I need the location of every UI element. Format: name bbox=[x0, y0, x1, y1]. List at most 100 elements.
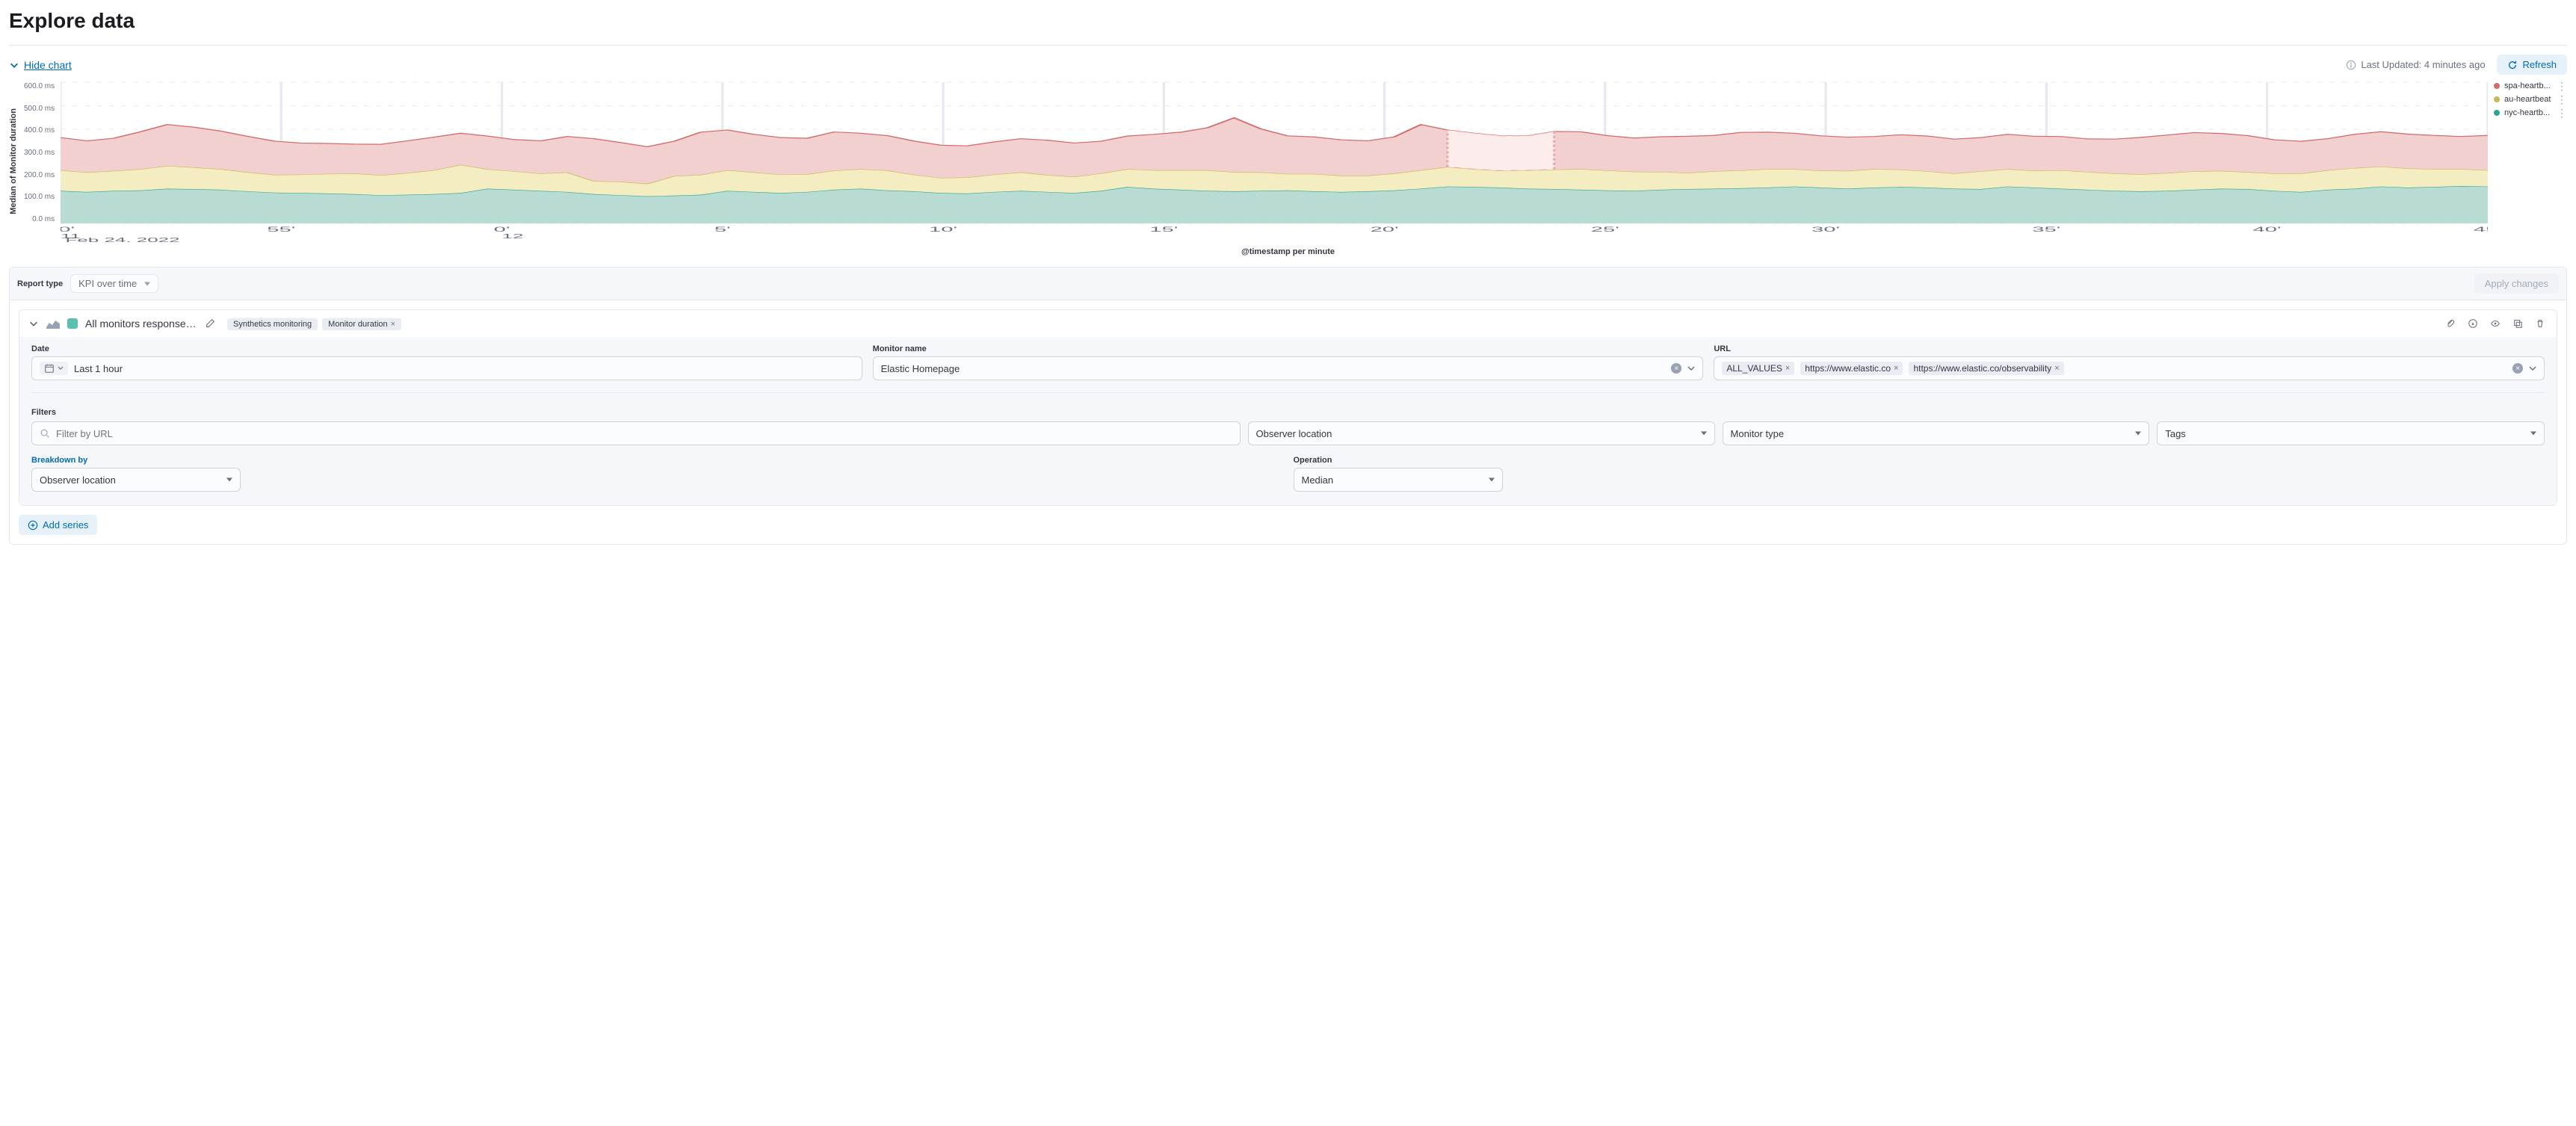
y-axis-label: Median of Monitor duration bbox=[9, 108, 18, 214]
page-title: Explore data bbox=[9, 9, 2567, 46]
breakdown-value: Observer location bbox=[40, 474, 116, 486]
url-tag[interactable]: https://www.elastic.co× bbox=[1800, 362, 1903, 375]
chip-label: Monitor duration bbox=[328, 320, 388, 329]
url-tag[interactable]: https://www.elastic.co/observability× bbox=[1909, 362, 2063, 375]
info-icon bbox=[2346, 60, 2356, 70]
legend-item[interactable]: spa-heartb... ⋮ bbox=[2494, 81, 2567, 91]
monitor-name-select[interactable]: Elastic Homepage × bbox=[873, 356, 1704, 380]
legend-label: spa-heartb... bbox=[2504, 81, 2552, 90]
area-chart-icon bbox=[46, 318, 60, 329]
url-label: URL bbox=[1714, 344, 2545, 353]
svg-text:Feb 24, 2022: Feb 24, 2022 bbox=[66, 237, 180, 242]
operation-label: Operation bbox=[1294, 456, 2545, 465]
date-label: Date bbox=[31, 344, 862, 353]
url-tag[interactable]: ALL_VALUES× bbox=[1722, 362, 1794, 375]
y-axis-ticks: 600.0 ms500.0 ms400.0 ms300.0 ms200.0 ms… bbox=[24, 78, 55, 242]
add-series-button[interactable]: Add series bbox=[19, 515, 97, 535]
svg-text:20': 20' bbox=[1371, 226, 1399, 233]
legend-dot-icon bbox=[2494, 110, 2500, 116]
breakdown-label[interactable]: Breakdown by bbox=[31, 456, 1283, 465]
monitor-type-dropdown[interactable]: Monitor type bbox=[1723, 421, 2150, 445]
breakdown-select[interactable]: Observer location bbox=[31, 468, 241, 492]
url-tag-label: ALL_VALUES bbox=[1726, 363, 1782, 374]
filter-url-input[interactable] bbox=[31, 421, 1241, 445]
topbar: Hide chart Last Updated: 4 minutes ago R… bbox=[9, 46, 2567, 78]
monitor-type-value: Monitor type bbox=[1731, 428, 1785, 439]
legend-menu-icon[interactable]: ⋮ bbox=[2557, 81, 2567, 91]
legend-item[interactable]: nyc-heartb...⋮ bbox=[2494, 108, 2567, 118]
chevron-down-icon bbox=[58, 365, 64, 371]
svg-text:50': 50' bbox=[61, 226, 75, 233]
edit-icon[interactable] bbox=[205, 318, 215, 329]
plus-circle-icon bbox=[28, 520, 38, 530]
monitor-name-label: Monitor name bbox=[873, 344, 1704, 353]
close-icon[interactable]: × bbox=[2054, 364, 2059, 373]
svg-text:40': 40' bbox=[2253, 226, 2282, 233]
close-icon[interactable]: × bbox=[1785, 364, 1790, 373]
x-axis-label: @timestamp per minute bbox=[9, 247, 2567, 256]
trash-icon[interactable] bbox=[2533, 316, 2548, 331]
copy-icon[interactable] bbox=[2510, 316, 2525, 331]
close-icon[interactable]: × bbox=[391, 320, 395, 329]
tags-value: Tags bbox=[2165, 428, 2185, 439]
area-chart[interactable]: 50'55'0'5'10'15'20'25'30'35'40'45'1112Fe… bbox=[61, 78, 2488, 242]
add-series-label: Add series bbox=[43, 519, 88, 530]
series-color-swatch[interactable] bbox=[67, 318, 78, 329]
apply-changes-button: Apply changes bbox=[2474, 273, 2559, 294]
legend-menu-icon[interactable]: ⋮ bbox=[2557, 108, 2567, 118]
svg-text:15': 15' bbox=[1149, 226, 1178, 233]
config-header: Report type KPI over time Apply changes bbox=[10, 267, 2566, 300]
calendar-icon bbox=[44, 363, 55, 374]
operation-value: Median bbox=[1302, 474, 1334, 486]
compass-icon[interactable] bbox=[2465, 316, 2480, 331]
legend-dot-icon bbox=[2494, 83, 2500, 89]
report-type-label: Report type bbox=[17, 279, 63, 288]
observer-location-dropdown[interactable]: Observer location bbox=[1248, 421, 1715, 445]
last-updated-text: Last Updated: 4 minutes ago bbox=[2361, 59, 2485, 70]
chevron-down-icon[interactable] bbox=[28, 318, 39, 329]
observer-location-value: Observer location bbox=[1256, 428, 1332, 439]
operation-select[interactable]: Median bbox=[1294, 468, 1503, 492]
refresh-icon bbox=[2507, 60, 2518, 70]
url-tag-label: https://www.elastic.co bbox=[1805, 363, 1891, 374]
series-title: All monitors response d... bbox=[85, 318, 197, 330]
report-type-select[interactable]: KPI over time bbox=[70, 274, 158, 293]
clear-icon[interactable]: × bbox=[1671, 363, 1681, 374]
chart-area: Median of Monitor duration 600.0 ms500.0… bbox=[9, 78, 2567, 244]
series-body: Date Last 1 hour Monitor name Elast bbox=[19, 337, 2557, 505]
clear-icon[interactable]: × bbox=[2512, 363, 2523, 374]
last-updated: Last Updated: 4 minutes ago bbox=[2346, 59, 2485, 70]
attach-icon[interactable] bbox=[2443, 316, 2458, 331]
chip-label: Synthetics monitoring bbox=[233, 320, 312, 329]
svg-text:25': 25' bbox=[1591, 226, 1619, 233]
chevron-down-icon bbox=[2529, 365, 2536, 372]
legend-dot-icon bbox=[2494, 96, 2500, 102]
svg-text:45': 45' bbox=[2474, 226, 2488, 233]
legend-menu-icon[interactable]: ⋮ bbox=[2557, 94, 2567, 105]
chip[interactable]: Synthetics monitoring bbox=[227, 318, 318, 330]
series-header: All monitors response d... Synthetics mo… bbox=[19, 310, 2557, 337]
legend-item[interactable]: au-heartbeat⋮ bbox=[2494, 94, 2567, 105]
eye-icon[interactable] bbox=[2488, 316, 2503, 331]
series-chips: Synthetics monitoring Monitor duration× bbox=[223, 317, 401, 330]
chevron-down-icon bbox=[9, 60, 19, 70]
chip[interactable]: Monitor duration× bbox=[322, 318, 401, 330]
filters-label: Filters bbox=[31, 408, 56, 417]
svg-text:30': 30' bbox=[1811, 226, 1840, 233]
svg-text:12: 12 bbox=[502, 233, 524, 240]
close-icon[interactable]: × bbox=[1894, 364, 1898, 373]
url-multiselect[interactable]: ALL_VALUES×https://www.elastic.co×https:… bbox=[1714, 356, 2545, 380]
refresh-label: Refresh bbox=[2522, 59, 2557, 70]
url-tag-label: https://www.elastic.co/observability bbox=[1913, 363, 2051, 374]
filter-url-field[interactable] bbox=[56, 428, 1232, 439]
search-icon bbox=[40, 428, 50, 439]
svg-text:0': 0' bbox=[494, 226, 510, 233]
tags-dropdown[interactable]: Tags bbox=[2157, 421, 2545, 445]
refresh-button[interactable]: Refresh bbox=[2497, 55, 2567, 75]
config-panel: Report type KPI over time Apply changes … bbox=[9, 267, 2567, 545]
svg-text:55': 55' bbox=[267, 226, 295, 233]
hide-chart-link[interactable]: Hide chart bbox=[9, 59, 72, 71]
date-picker[interactable]: Last 1 hour bbox=[31, 356, 862, 380]
monitor-name-value: Elastic Homepage bbox=[881, 363, 1666, 374]
chevron-down-icon bbox=[1687, 365, 1695, 372]
